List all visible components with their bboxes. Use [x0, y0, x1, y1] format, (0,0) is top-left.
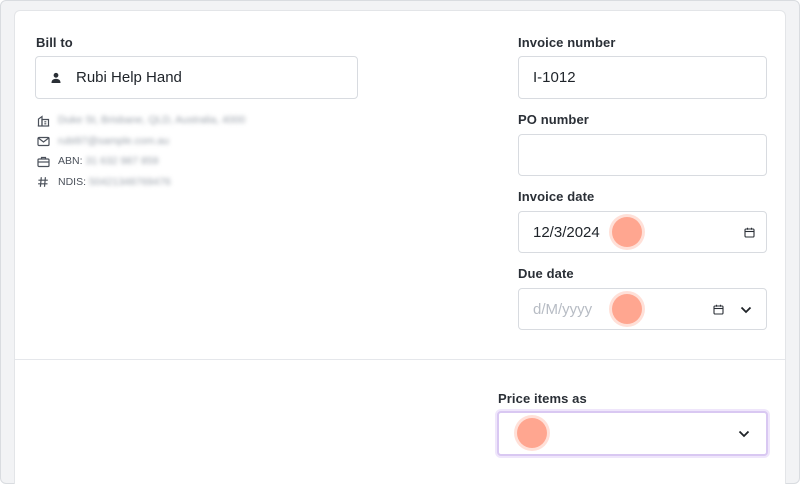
invoice-number-input[interactable]: I-1012	[518, 56, 767, 99]
due-date-input[interactable]: d/M/yyyy	[518, 288, 767, 330]
bill-to-email: rubi97@sample.com.au	[58, 135, 170, 147]
invoice-date-value: 12/3/2024	[533, 223, 600, 241]
chevron-down-icon[interactable]	[736, 426, 752, 442]
po-number-input[interactable]	[518, 134, 767, 176]
building-icon	[36, 113, 50, 127]
invoice-number-value: I-1012	[533, 69, 576, 86]
bill-to-ndis-row: NDIS: 50421348769476	[36, 175, 171, 189]
calendar-icon[interactable]	[742, 225, 756, 239]
invoice-date-label: Invoice date	[518, 189, 595, 204]
bill-to-email-row: rubi97@sample.com.au	[36, 134, 169, 148]
due-date-label: Due date	[518, 266, 574, 281]
ndis-label: NDIS:	[58, 176, 87, 188]
hash-icon	[36, 175, 50, 189]
bill-to-address-row: Duke St, Brisbane, QLD, Australia, 4000	[36, 113, 245, 127]
section-divider	[15, 359, 785, 360]
person-icon	[36, 57, 76, 98]
price-items-as-label: Price items as	[498, 391, 587, 406]
due-date-placeholder: d/M/yyyy	[533, 300, 593, 318]
bill-to-select[interactable]: Rubi Help Hand	[35, 56, 358, 99]
abn-value: 31 632 987 859	[85, 155, 159, 167]
click-marker	[612, 294, 642, 324]
click-marker	[612, 217, 642, 247]
calendar-icon[interactable]	[711, 302, 725, 316]
po-number-label: PO number	[518, 112, 589, 127]
bill-to-client-name: Rubi Help Hand	[76, 69, 182, 86]
invoice-date-input[interactable]: 12/3/2024	[518, 211, 767, 253]
abn-label: ABN:	[58, 155, 83, 167]
click-marker	[517, 418, 547, 448]
mail-icon	[36, 134, 50, 148]
bill-to-abn-row: ABN: 31 632 987 859	[36, 154, 159, 168]
bill-to-label: Bill to	[36, 35, 73, 50]
ndis-value: 50421348769476	[89, 176, 171, 188]
invoice-number-label: Invoice number	[518, 35, 616, 50]
briefcase-icon	[36, 154, 50, 168]
chevron-down-icon[interactable]	[738, 302, 754, 318]
bill-to-address: Duke St, Brisbane, QLD, Australia, 4000	[58, 114, 246, 126]
